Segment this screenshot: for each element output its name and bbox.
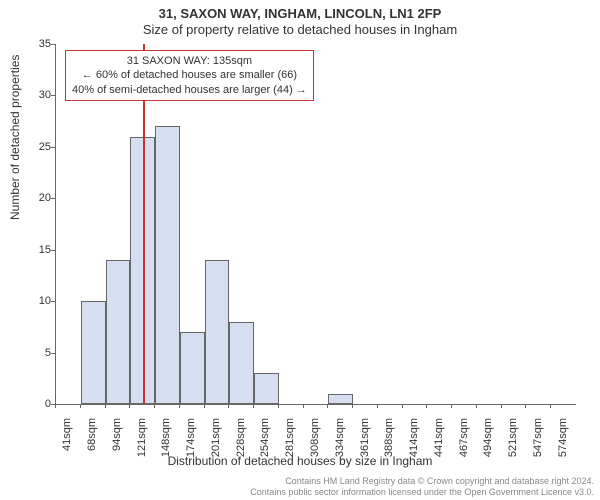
x-tick-mark (303, 404, 304, 408)
annotation-box: 31 SAXON WAY: 135sqm← 60% of detached ho… (65, 50, 314, 101)
x-tick-label: 148sqm (160, 418, 172, 458)
x-tick-mark (129, 404, 130, 408)
x-tick-label: 174sqm (185, 418, 197, 458)
x-tick-label: 121sqm (136, 418, 148, 458)
annotation-line-3: 40% of semi-detached houses are larger (… (72, 83, 307, 97)
y-tick-label: 30 (39, 89, 51, 101)
x-tick-mark (525, 404, 526, 408)
histogram-bar (205, 260, 230, 404)
annotation-line-1: 31 SAXON WAY: 135sqm (72, 54, 307, 68)
x-tick-label: 308sqm (309, 418, 321, 458)
y-tick-mark (51, 147, 55, 148)
x-tick-mark (402, 404, 403, 408)
x-tick-mark (228, 404, 229, 408)
x-tick-label: 521sqm (507, 418, 519, 458)
chart-container: 31, SAXON WAY, INGHAM, LINCOLN, LN1 2FP … (0, 0, 600, 500)
x-tick-mark (154, 404, 155, 408)
x-tick-label: 201sqm (210, 418, 222, 458)
y-tick-mark (51, 95, 55, 96)
histogram-bar (328, 394, 353, 404)
x-tick-mark (550, 404, 551, 408)
histogram-bar (81, 301, 106, 404)
y-tick-label: 25 (39, 141, 51, 153)
x-tick-mark (105, 404, 106, 408)
x-tick-mark (476, 404, 477, 408)
y-tick-mark (51, 250, 55, 251)
histogram-bar (106, 260, 131, 404)
chart-area: 0510152025303541sqm68sqm94sqm121sqm148sq… (55, 44, 575, 404)
x-tick-label: 334sqm (334, 418, 346, 458)
x-tick-mark (80, 404, 81, 408)
x-tick-label: 361sqm (359, 418, 371, 458)
x-tick-mark (253, 404, 254, 408)
y-tick-mark (51, 353, 55, 354)
x-tick-mark (204, 404, 205, 408)
histogram-bar (155, 126, 180, 404)
x-tick-label: 228sqm (235, 418, 247, 458)
x-tick-label: 414sqm (408, 418, 420, 458)
x-tick-label: 281sqm (284, 418, 296, 458)
x-tick-label: 41sqm (61, 418, 73, 458)
y-tick-label: 20 (39, 192, 51, 204)
x-tick-mark (501, 404, 502, 408)
x-tick-mark (377, 404, 378, 408)
y-tick-mark (51, 301, 55, 302)
x-tick-mark (179, 404, 180, 408)
footer-attribution: Contains HM Land Registry data © Crown c… (250, 476, 594, 498)
x-tick-mark (426, 404, 427, 408)
histogram-bar (254, 373, 279, 404)
x-tick-label: 494sqm (482, 418, 494, 458)
y-tick-label: 35 (39, 38, 51, 50)
x-tick-label: 467sqm (458, 418, 470, 458)
x-tick-label: 254sqm (259, 418, 271, 458)
x-tick-label: 94sqm (111, 418, 123, 458)
y-tick-label: 15 (39, 244, 51, 256)
histogram-bar (180, 332, 205, 404)
x-tick-label: 68sqm (86, 418, 98, 458)
footer-line-1: Contains HM Land Registry data © Crown c… (250, 476, 594, 487)
x-tick-mark (327, 404, 328, 408)
y-tick-label: 10 (39, 295, 51, 307)
x-axis-label: Distribution of detached houses by size … (0, 454, 600, 468)
x-tick-mark (278, 404, 279, 408)
x-tick-mark (451, 404, 452, 408)
x-tick-label: 574sqm (557, 418, 569, 458)
chart-title-main: 31, SAXON WAY, INGHAM, LINCOLN, LN1 2FP (0, 6, 600, 21)
y-axis-label: Number of detached properties (8, 55, 22, 220)
annotation-line-2: ← 60% of detached houses are smaller (66… (72, 68, 307, 82)
x-tick-mark (352, 404, 353, 408)
y-tick-mark (51, 198, 55, 199)
chart-title-sub: Size of property relative to detached ho… (0, 22, 600, 37)
footer-line-2: Contains public sector information licen… (250, 487, 594, 498)
x-tick-label: 388sqm (383, 418, 395, 458)
histogram-bar (229, 322, 254, 404)
y-tick-mark (51, 44, 55, 45)
x-tick-label: 547sqm (532, 418, 544, 458)
x-tick-label: 441sqm (433, 418, 445, 458)
x-tick-mark (55, 404, 56, 408)
